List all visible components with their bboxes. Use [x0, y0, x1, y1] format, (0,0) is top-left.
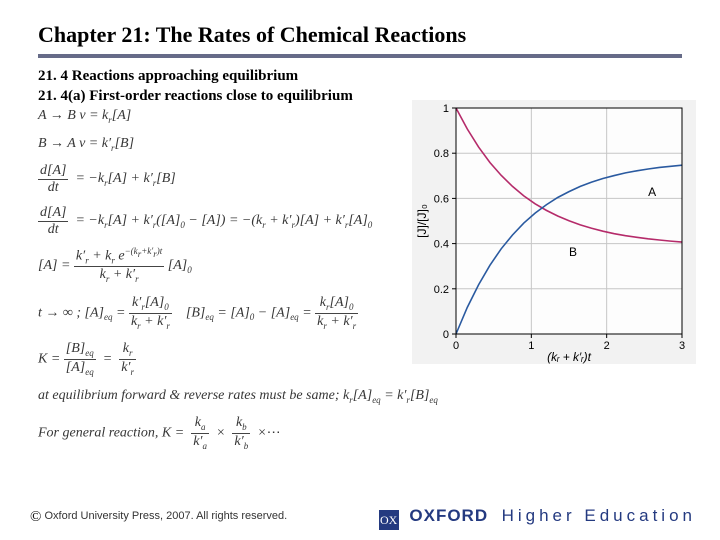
svg-text:2: 2	[604, 340, 610, 352]
eq-equilibrium-conc: t → ∞ ; [A]eq = k′r[A]0kr + k′r [B]eq = …	[38, 295, 394, 331]
copyright-icon: ©	[30, 509, 41, 525]
eq-reverse-rate: B → A ν = k′r[B]	[38, 136, 394, 154]
svg-text:0: 0	[443, 329, 449, 341]
eq-dAdt-2: d[A]dt = −kr[A] + k′r([A]0 − [A]) = −(kr…	[38, 205, 394, 237]
oxford-square-icon: OX	[379, 510, 399, 530]
svg-text:B: B	[569, 245, 577, 259]
eq-equal-rates: at equilibrium forward & reverse rates m…	[38, 388, 394, 406]
eq-A-solution: [A] = k′r + kr e−(kr+k′r)t kr + k′r [A]0	[38, 247, 394, 285]
publisher-logo: OX OXFORD Higher Education	[379, 506, 696, 530]
content-area: A → B ν = kr[A] B → A ν = k′r[B] d[A]dt …	[38, 108, 696, 484]
svg-text:(kᵣ + k′ᵣ)t: (kᵣ + k′ᵣ)t	[547, 350, 592, 364]
svg-text:1: 1	[443, 103, 449, 115]
eq-forward-rate: A → B ν = kr[A]	[38, 108, 394, 126]
copyright-text: Oxford University Press, 2007. All right…	[44, 510, 287, 522]
eq-general-K: For general reaction, K = kak′a × kbk′b …	[38, 415, 394, 451]
svg-text:0: 0	[453, 340, 459, 352]
svg-text:0.6: 0.6	[434, 193, 449, 205]
svg-text:3: 3	[679, 340, 685, 352]
section-heading-1: 21. 4 Reactions approaching equilibrium	[38, 66, 682, 86]
eq-K: K = [B]eq[A]eq = krk′r	[38, 341, 394, 377]
svg-text:[J]/[J]₀: [J]/[J]₀	[415, 204, 429, 238]
copyright: © Oxford University Press, 2007. All rig…	[30, 509, 287, 526]
svg-text:0.4: 0.4	[434, 239, 449, 251]
footer: © Oxford University Press, 2007. All rig…	[30, 496, 696, 530]
svg-text:A: A	[648, 185, 656, 199]
svg-text:0.8: 0.8	[434, 148, 449, 160]
title-underline	[38, 54, 682, 58]
equilibrium-chart: 0 1 2 3 0 0.2 0.4 0.6 0.8 1 (kᵣ + k′ᵣ)t [J]/[J]₀ A B	[412, 100, 696, 364]
svg-text:1: 1	[528, 340, 534, 352]
svg-text:0.2: 0.2	[434, 284, 449, 296]
slide: Chapter 21: The Rates of Chemical Reacti…	[0, 0, 720, 540]
equation-block: A → B ν = kr[A] B → A ν = k′r[B] d[A]dt …	[38, 108, 394, 462]
page-title: Chapter 21: The Rates of Chemical Reacti…	[38, 22, 682, 48]
eq-dAdt-1: d[A]dt = −kr[A] + k′r[B]	[38, 163, 394, 195]
